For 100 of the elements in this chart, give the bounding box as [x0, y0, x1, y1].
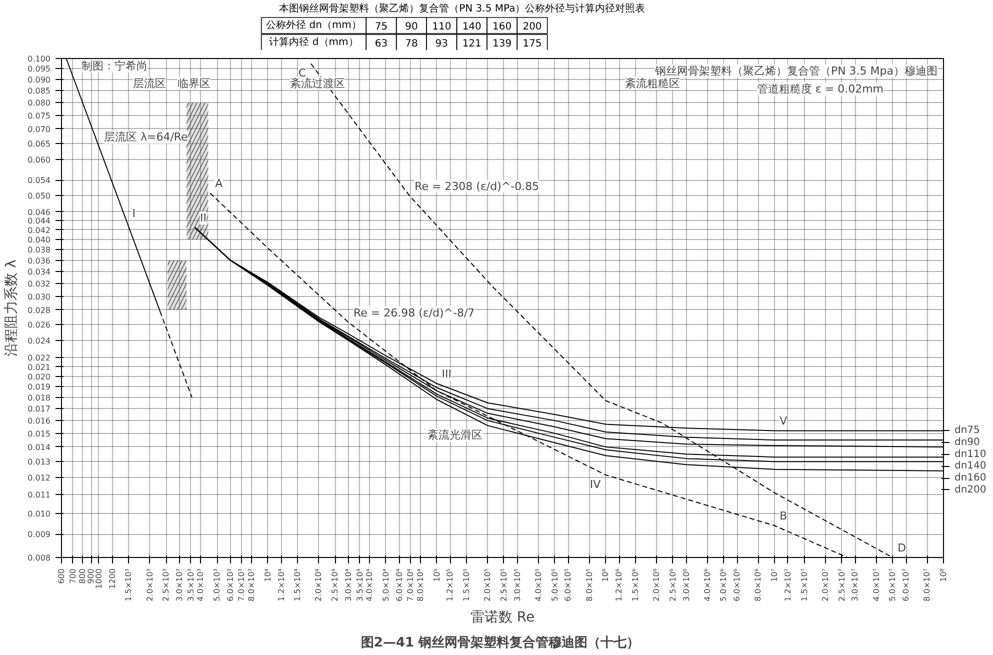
y-tick-label: 0.030: [28, 292, 51, 302]
x-tick-label: 4.0×10³: [196, 568, 206, 602]
legend-label: dn110: [954, 448, 986, 460]
x-tick-label: 3.5×10³: [186, 568, 196, 602]
x-tick-label: 6.0×10⁷: [902, 568, 911, 602]
y-tick-label: 0.075: [28, 111, 51, 120]
x-tick-label: 6.0×10⁶: [732, 568, 742, 602]
y-tick-label: 0.010: [28, 509, 51, 518]
x-tick-label: 2.5×10⁶: [668, 568, 678, 602]
text: 175: [522, 38, 542, 50]
y-tick-label: 0.050: [28, 191, 51, 200]
annotation: IV: [590, 478, 602, 491]
x-axis-title: 雷诺数 Re: [470, 609, 535, 626]
x-tick-label: 3.0×10⁴: [344, 568, 353, 602]
x-tick-label: 2.0×10⁷: [820, 568, 830, 602]
y-tick-label: 0.100: [28, 54, 51, 64]
x-tick-label: 2.5×10³: [162, 568, 171, 602]
y-tick-label: 0.034: [28, 268, 51, 277]
x-tick-label: 1.5×10⁵: [462, 568, 472, 602]
y-tick-label: 0.065: [28, 140, 51, 149]
annotation: III: [442, 368, 452, 381]
text: 公称外径 dn（mm）: [266, 19, 362, 31]
text: 63: [374, 38, 388, 50]
y-axis-title: 沿程阻力系数 λ: [4, 260, 20, 356]
x-tick-label: 3.5×10⁴: [355, 568, 364, 602]
text: 93: [435, 38, 448, 50]
y-tick-label: 0.095: [28, 64, 51, 74]
text: 本图钢丝网骨架塑料（聚乙烯）复合管（PN 3.5 MPa）公称外径与计算内径对照表: [279, 2, 646, 14]
y-tick-label: 0.020: [28, 372, 51, 382]
x-tick-label: 1.2×10⁷: [783, 568, 792, 602]
x-tick-label: 4.0×10⁷: [872, 568, 881, 602]
x-tick-label: 1200: [108, 568, 117, 589]
x-tick-label: 1.5×10³: [124, 568, 134, 602]
text: 计算内径 d（mm）: [269, 36, 358, 48]
legend-label: dn200: [954, 484, 986, 496]
x-tick-label: 8.0×10⁷: [922, 568, 932, 602]
x-tick-label: 2.0×10³: [145, 568, 154, 602]
y-tick-label: 0.008: [28, 554, 51, 562]
y-tick-label: 0.015: [28, 429, 51, 438]
text: 管道粗糙度 ε = 0.02mm: [756, 82, 884, 96]
x-tick-label: 1.5×10⁴: [293, 568, 302, 602]
y-tick-label: 0.060: [28, 155, 51, 164]
text: 140: [462, 22, 482, 32]
x-tick-label: 1.2×10⁵: [446, 568, 455, 602]
x-tick-label: 7.0×10⁴: [406, 568, 416, 602]
annotation: V: [780, 414, 788, 428]
legend-label: dn140: [954, 460, 986, 472]
text: 75: [374, 22, 388, 32]
x-tick-label: 10⁷: [770, 568, 780, 582]
x-tick-label: 10⁸: [939, 568, 948, 582]
y-tick-label: 0.011: [28, 490, 51, 500]
x-tick-label: 8.0×10⁶: [754, 568, 763, 602]
x-tick-label: 600: [57, 568, 66, 584]
legend-label: dn160: [954, 472, 986, 484]
annotation: A: [215, 177, 224, 190]
y-tick-label: 0.021: [28, 362, 51, 372]
annotation: Re = 26.98 (ε/d)^-8/7: [353, 306, 475, 320]
x-tick-label: 1.5×10⁶: [630, 568, 640, 602]
x-tick-label: 1.2×10⁶: [614, 568, 624, 602]
x-tick-label: 2.5×10⁷: [837, 568, 846, 602]
y-tick-label: 0.042: [28, 226, 51, 235]
x-tick-label: 2.5×10⁴: [330, 568, 340, 602]
y-tick-label: 0.090: [28, 75, 51, 84]
x-tick-label: 4.0×10⁶: [702, 568, 712, 602]
text: 110: [432, 22, 452, 32]
text: 78: [405, 38, 418, 50]
x-tick-label: 3.0×10⁵: [512, 568, 522, 602]
y-tick-label: 0.070: [28, 124, 51, 134]
x-tick-label: 4.0×10⁴: [365, 568, 374, 602]
x-tick-label: 900: [86, 568, 96, 584]
annotation: II: [200, 212, 206, 225]
y-tick-label: 0.046: [28, 208, 51, 217]
y-tick-label: 0.036: [28, 256, 51, 266]
text: 200: [522, 22, 542, 32]
y-tick-label: 0.038: [28, 246, 51, 255]
x-tick-label: 10⁵: [432, 568, 442, 582]
x-tick-label: 1.2×10⁴: [276, 568, 286, 602]
y-tick-label: 0.054: [28, 176, 51, 186]
text: 90: [405, 22, 418, 32]
y-tick-label: 0.014: [28, 442, 51, 452]
text: 160: [492, 22, 512, 32]
x-tick-label: 1.5×10⁷: [800, 568, 809, 602]
legend-label: dn75: [954, 425, 980, 436]
y-tick-label: 0.044: [28, 216, 51, 226]
annotation: 层流区: [133, 76, 166, 90]
x-tick-label: 3.0×10⁶: [682, 568, 691, 602]
x-tick-label: 10⁴: [263, 568, 272, 582]
y-tick-label: 0.024: [28, 336, 51, 346]
y-tick-label: 0.032: [28, 280, 51, 289]
annotation: D: [898, 542, 906, 554]
annotation: 制图：宁希尚: [81, 59, 148, 72]
annotation: B: [780, 510, 788, 523]
x-tick-label: 2.0×10⁶: [652, 568, 662, 602]
x-tick-label: 8.0×10⁴: [416, 568, 425, 602]
x-tick-label: 7.0×10³: [237, 568, 246, 602]
annotation: 临界区: [177, 76, 210, 90]
text: 121: [462, 38, 482, 50]
annotation: 层流区 λ=64/Re: [104, 130, 188, 144]
y-tick-label: 0.085: [28, 86, 51, 96]
x-tick-label: 2.5×10⁵: [499, 568, 508, 602]
